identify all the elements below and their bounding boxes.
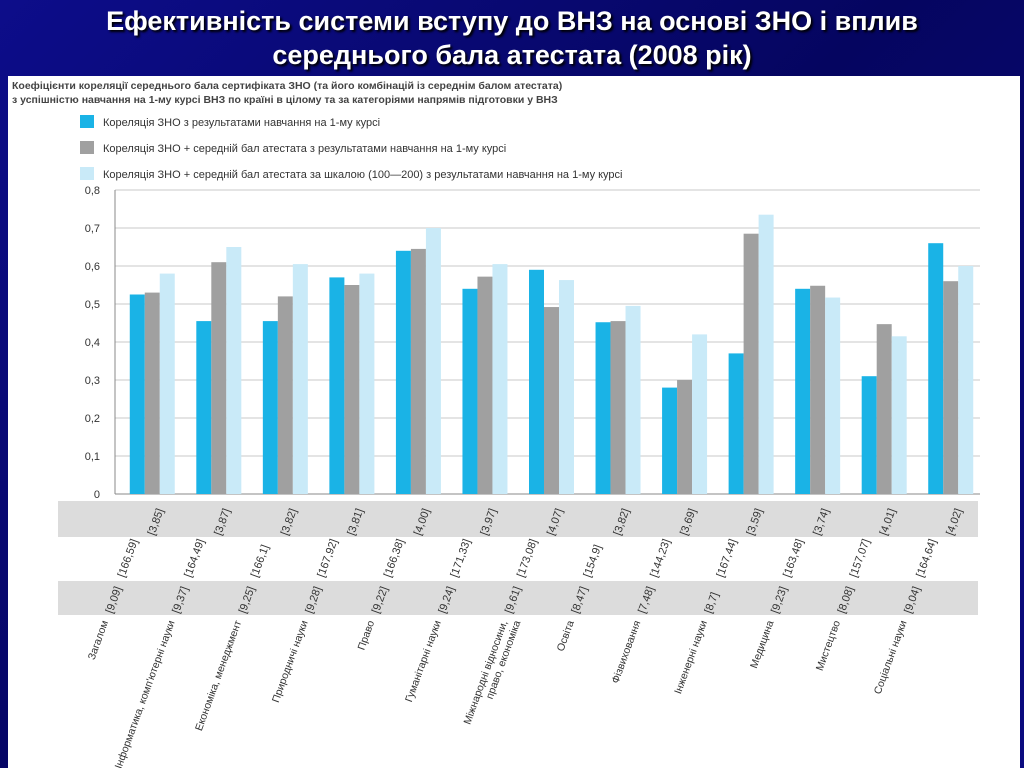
bar-series-3-cat-11	[825, 297, 841, 494]
table-value-row2: [154,9]	[582, 543, 605, 579]
bar-series-2-cat-6	[477, 276, 493, 494]
bar-series-3-cat-6	[492, 264, 508, 494]
table-value-row2: [173,08]	[515, 538, 540, 579]
table-value-row2: [164,49]	[182, 538, 207, 579]
bar-series-3-cat-12	[891, 336, 907, 494]
y-tick-label: 0,4	[85, 337, 100, 349]
bar-series-1-cat-9	[662, 387, 678, 494]
y-tick-label: 0,7	[85, 223, 100, 235]
category-label: Соціальні науки	[872, 619, 910, 696]
legend-label-2: Кореляція ЗНО + середній бал атестата з …	[103, 143, 506, 155]
bar-series-2-cat-7	[544, 307, 559, 494]
chart-title-line-2: з успішністю навчання на 1-му курсі ВНЗ …	[12, 94, 558, 106]
y-tick-label: 0,8	[85, 185, 100, 197]
bar-series-1-cat-7	[529, 269, 544, 494]
bar-series-3-cat-5	[425, 228, 441, 494]
category-label: Природничі науки	[270, 619, 311, 704]
bar-series-3-cat-9	[692, 334, 708, 494]
table-value-row2: [166,38]	[382, 538, 407, 579]
slide-title-line-1: Ефективність системи вступу до ВНЗ на ос…	[106, 6, 918, 36]
category-label: Освіта	[555, 619, 577, 653]
table-band-top	[58, 501, 978, 537]
bar-series-2-cat-5	[410, 248, 426, 494]
chart-title-line-1: Коефіцієнти кореляції середнього бала се…	[12, 80, 562, 92]
bar-series-2-cat-10	[743, 233, 759, 494]
table-value-row2: [144,23]	[648, 538, 673, 579]
bar-series-2-cat-2	[211, 262, 227, 494]
slide-title: Ефективність системи вступу до ВНЗ на ос…	[0, 4, 1024, 72]
bar-series-2-cat-3	[277, 296, 293, 494]
category-label: Загалом	[86, 619, 111, 662]
slide-title-line-2: середнього бала атестата (2008 рік)	[272, 40, 752, 70]
legend-swatch-1	[80, 115, 94, 128]
table-value-row2: [166,59]	[116, 538, 141, 579]
category-label: Мистецтво	[814, 619, 843, 673]
table-band-bottom	[58, 581, 978, 615]
category-label: Інженерні науки	[672, 619, 710, 696]
bar-series-1-cat-12	[861, 376, 877, 494]
bar-series-2-cat-11	[810, 285, 826, 494]
legend-swatch-3	[80, 167, 94, 180]
bar-series-3-cat-4	[359, 273, 375, 494]
bar-series-1-cat-1	[129, 294, 145, 494]
legend-swatch-2	[80, 141, 94, 154]
category-label: Фізвиховання	[609, 619, 643, 685]
chart-panel: Коефіцієнти кореляції середнього бала се…	[8, 76, 1020, 768]
y-tick-label: 0,6	[85, 261, 100, 273]
table-value-row2: [166,1]	[249, 543, 272, 579]
table-value-row2: [157,07]	[848, 538, 873, 579]
table-value-row2: [164,64]	[914, 538, 939, 579]
category-label: Гуманітарні науки	[403, 619, 444, 704]
bar-series-1-cat-10	[728, 353, 744, 494]
y-tick-label: 0,1	[85, 451, 100, 463]
y-tick-label: 0	[94, 489, 100, 501]
bar-series-1-cat-8	[595, 322, 611, 494]
bar-series-3-cat-2	[226, 247, 242, 494]
y-tick-label: 0,5	[85, 299, 100, 311]
table-value-row2: [167,92]	[315, 538, 340, 579]
bar-series-1-cat-11	[795, 288, 811, 494]
bar-series-1-cat-5	[395, 250, 411, 494]
bar-series-1-cat-6	[462, 288, 478, 494]
bar-series-2-cat-1	[144, 292, 160, 494]
y-tick-label: 0,2	[85, 413, 100, 425]
bar-series-3-cat-13	[958, 266, 974, 494]
table-value-row2: [163,48]	[781, 538, 806, 579]
correlation-bar-chart: Коефіцієнти кореляції середнього бала се…	[12, 80, 980, 768]
bar-series-3-cat-10	[758, 214, 774, 494]
bar-series-1-cat-13	[928, 243, 944, 494]
y-tick-label: 0,3	[85, 375, 100, 387]
bar-series-2-cat-13	[943, 281, 959, 494]
category-label: Право	[356, 619, 378, 652]
bar-series-2-cat-4	[344, 285, 360, 494]
table-value-row2: [171,33]	[449, 538, 474, 579]
legend-label-3: Кореляція ЗНО + середній бал атестата за…	[103, 169, 623, 181]
legend-label-1: Кореляція ЗНО з результатами навчання на…	[103, 117, 380, 129]
bar-series-2-cat-8	[610, 321, 626, 494]
bar-series-3-cat-1	[159, 273, 175, 494]
table-value-row2: [167,44]	[715, 538, 740, 579]
bar-series-1-cat-3	[262, 321, 278, 494]
bar-series-1-cat-2	[196, 321, 212, 494]
bar-series-3-cat-8	[625, 305, 641, 494]
bar-series-2-cat-9	[677, 380, 693, 494]
bar-series-2-cat-12	[876, 324, 892, 494]
bar-series-1-cat-4	[329, 277, 345, 494]
category-label: Економіка, менеджмент	[193, 619, 244, 733]
category-label: Медицина	[748, 619, 776, 670]
category-label: Інформатика, комп'ютерні науки	[113, 619, 178, 768]
bar-series-3-cat-7	[559, 280, 574, 494]
bar-series-3-cat-3	[292, 264, 308, 494]
